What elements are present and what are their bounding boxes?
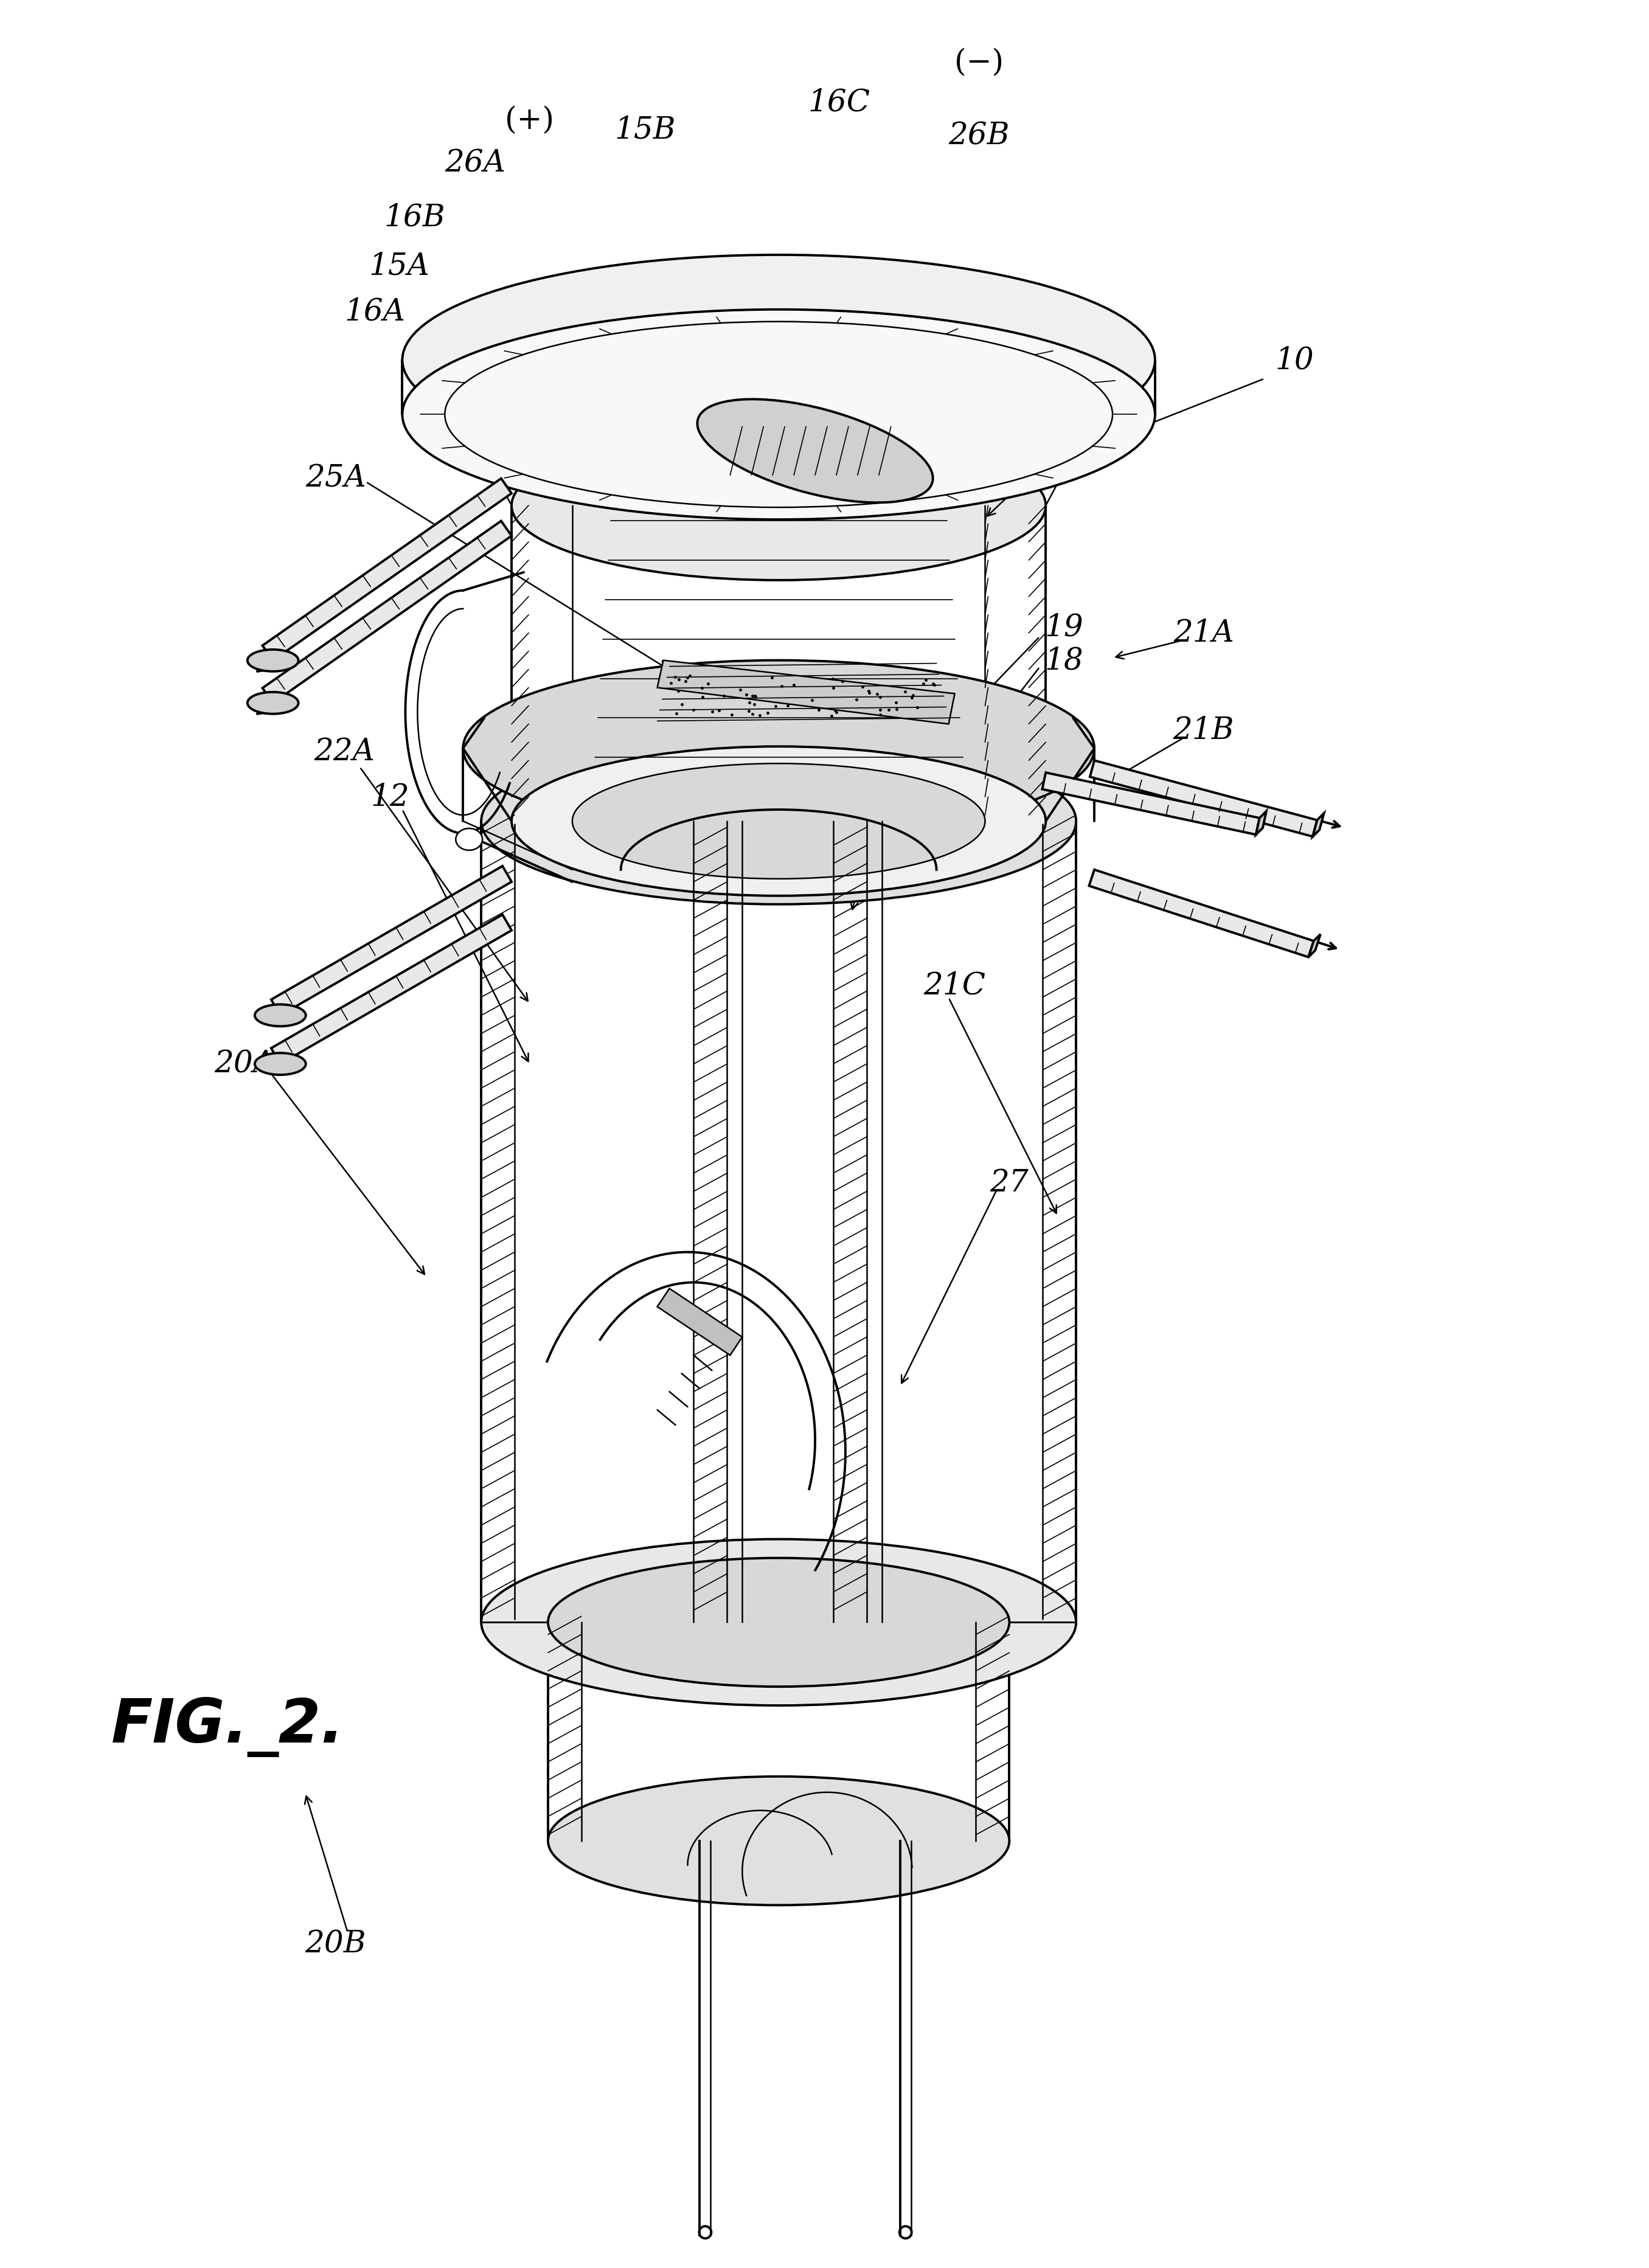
Polygon shape <box>270 866 511 1016</box>
Ellipse shape <box>402 308 1154 519</box>
Ellipse shape <box>511 746 1045 896</box>
Ellipse shape <box>482 1540 1077 1706</box>
Polygon shape <box>658 1288 742 1356</box>
Polygon shape <box>658 660 955 723</box>
Polygon shape <box>1308 934 1321 957</box>
Text: 18: 18 <box>1044 646 1083 676</box>
Text: 20B: 20B <box>305 1930 366 1960</box>
Text: 15A: 15A <box>369 252 430 281</box>
Text: 16A: 16A <box>345 297 406 327</box>
Text: 20A: 20A <box>214 1050 275 1080</box>
Polygon shape <box>1257 812 1266 835</box>
Text: 13: 13 <box>1044 435 1083 467</box>
Text: 21A: 21A <box>1172 619 1233 649</box>
Text: 25A: 25A <box>305 463 366 494</box>
Text: 19: 19 <box>1044 612 1083 642</box>
Ellipse shape <box>455 828 483 850</box>
Polygon shape <box>1090 760 1318 837</box>
Ellipse shape <box>698 399 933 503</box>
Text: 16B: 16B <box>384 202 445 234</box>
Text: (−): (−) <box>955 48 1004 77</box>
Ellipse shape <box>402 254 1154 465</box>
Ellipse shape <box>547 1776 1009 1905</box>
Polygon shape <box>1313 814 1324 837</box>
Polygon shape <box>270 914 511 1064</box>
Text: 21B: 21B <box>1172 717 1233 746</box>
Text: 16C: 16C <box>808 88 871 118</box>
Text: 25B: 25B <box>1021 358 1082 388</box>
Ellipse shape <box>482 737 1077 905</box>
Text: 21C: 21C <box>923 971 986 1000</box>
Text: 10: 10 <box>1275 345 1314 376</box>
Ellipse shape <box>547 1558 1009 1687</box>
Polygon shape <box>262 522 511 703</box>
Polygon shape <box>1088 869 1314 957</box>
Text: FIG._2.: FIG._2. <box>110 1696 345 1758</box>
Ellipse shape <box>572 764 984 878</box>
Text: 17: 17 <box>899 708 938 737</box>
Ellipse shape <box>256 1005 305 1025</box>
Text: 27: 27 <box>989 1168 1029 1198</box>
Text: 15B: 15B <box>615 116 676 145</box>
Text: 26A: 26A <box>445 147 506 179</box>
Ellipse shape <box>247 649 298 671</box>
Text: 26B: 26B <box>948 120 1009 152</box>
Text: 22A: 22A <box>315 737 374 767</box>
Ellipse shape <box>463 660 1095 837</box>
Text: 11: 11 <box>584 381 622 413</box>
Text: 12: 12 <box>371 782 409 812</box>
Polygon shape <box>1042 773 1260 835</box>
Ellipse shape <box>511 431 1045 581</box>
Ellipse shape <box>256 1052 305 1075</box>
Polygon shape <box>262 479 511 660</box>
Text: (+): (+) <box>505 107 554 136</box>
Ellipse shape <box>247 692 298 714</box>
